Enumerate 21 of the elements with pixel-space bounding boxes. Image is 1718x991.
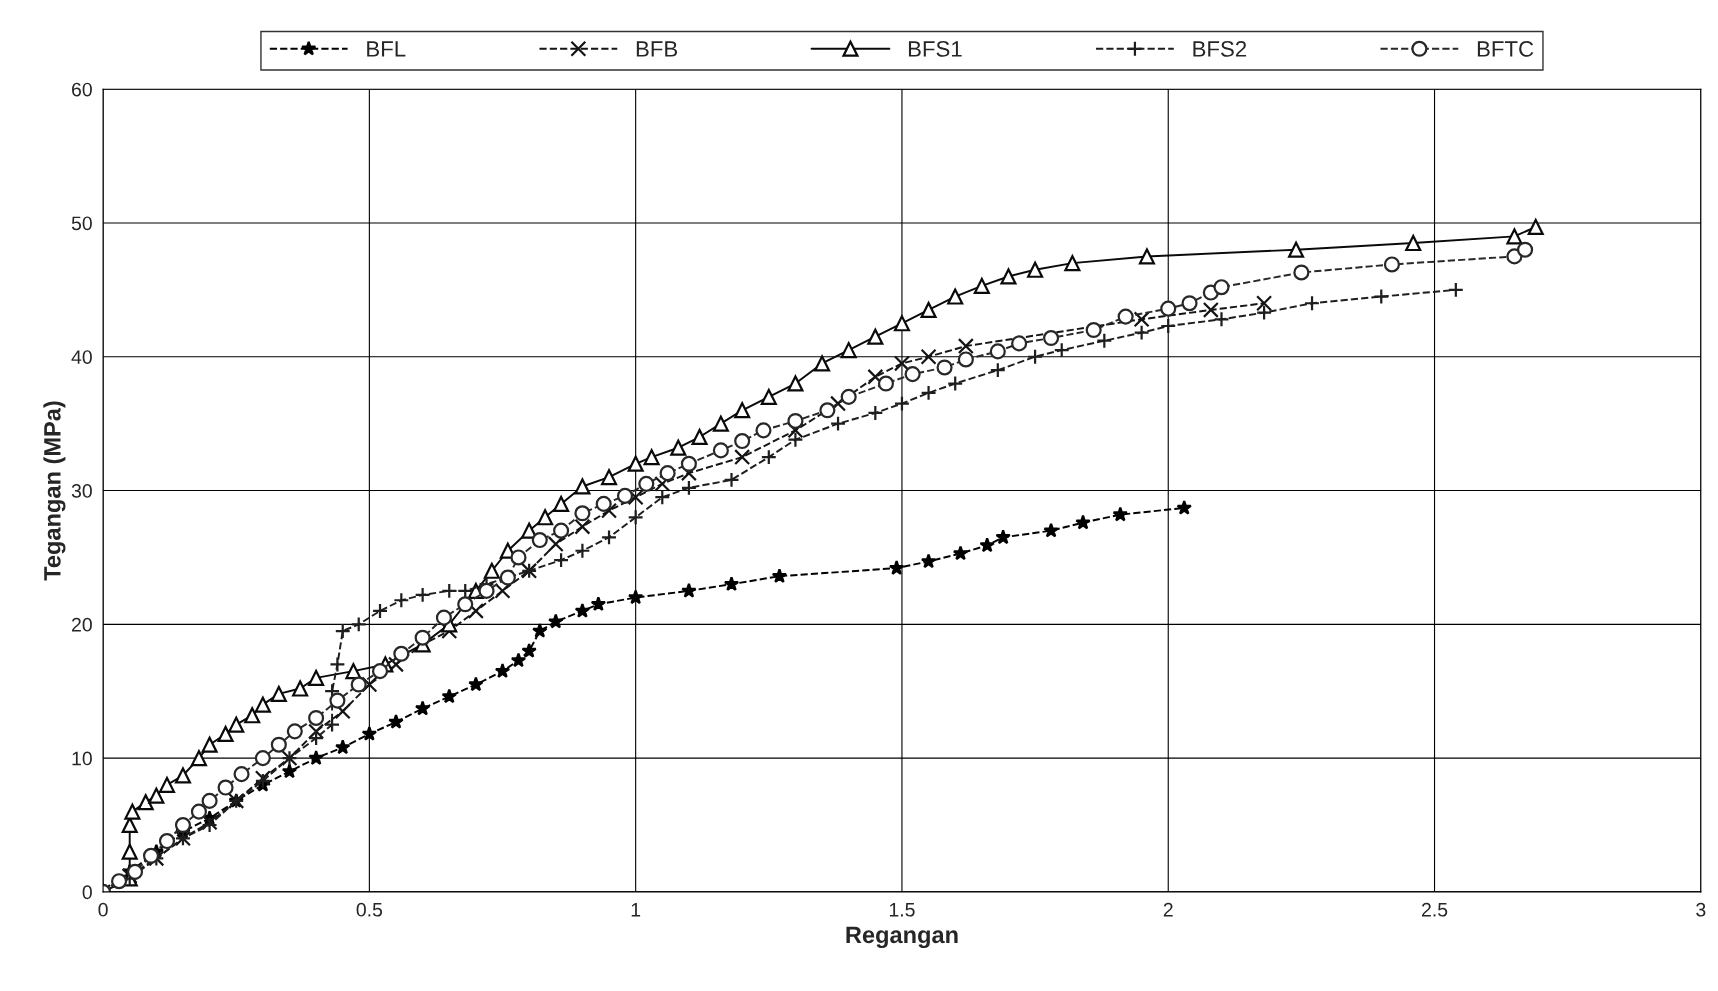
y-tick-label: 0 [82,885,92,900]
x-tick-label: 0.5 [356,902,383,917]
x-tick-label: 3 [1696,902,1706,917]
x-axis-title: Regangan [846,926,958,949]
legend-label: BFTC [1477,41,1534,57]
legend-label: BFS2 [1193,41,1247,57]
y-tick-label: 50 [71,216,92,231]
x-tick-label: 1.5 [889,903,915,917]
x-tick-label: 1 [631,903,641,917]
y-tick-label: 40 [71,350,92,364]
y-tick-label: 30 [71,484,92,498]
x-tick-label: 2.5 [1421,902,1448,917]
y-tick-label: 60 [72,82,92,97]
y-tick-label: 20 [72,617,92,632]
legend-label: BFS1 [908,41,962,57]
y-axis-title: Tegangan (MPa) [43,401,66,581]
legend-label: BFB [636,41,678,57]
x-tick-label: 0 [98,902,108,917]
x-tick-label: 2 [1163,902,1173,917]
legend-label: BFL [367,41,406,57]
y-tick-label: 10 [72,751,92,766]
